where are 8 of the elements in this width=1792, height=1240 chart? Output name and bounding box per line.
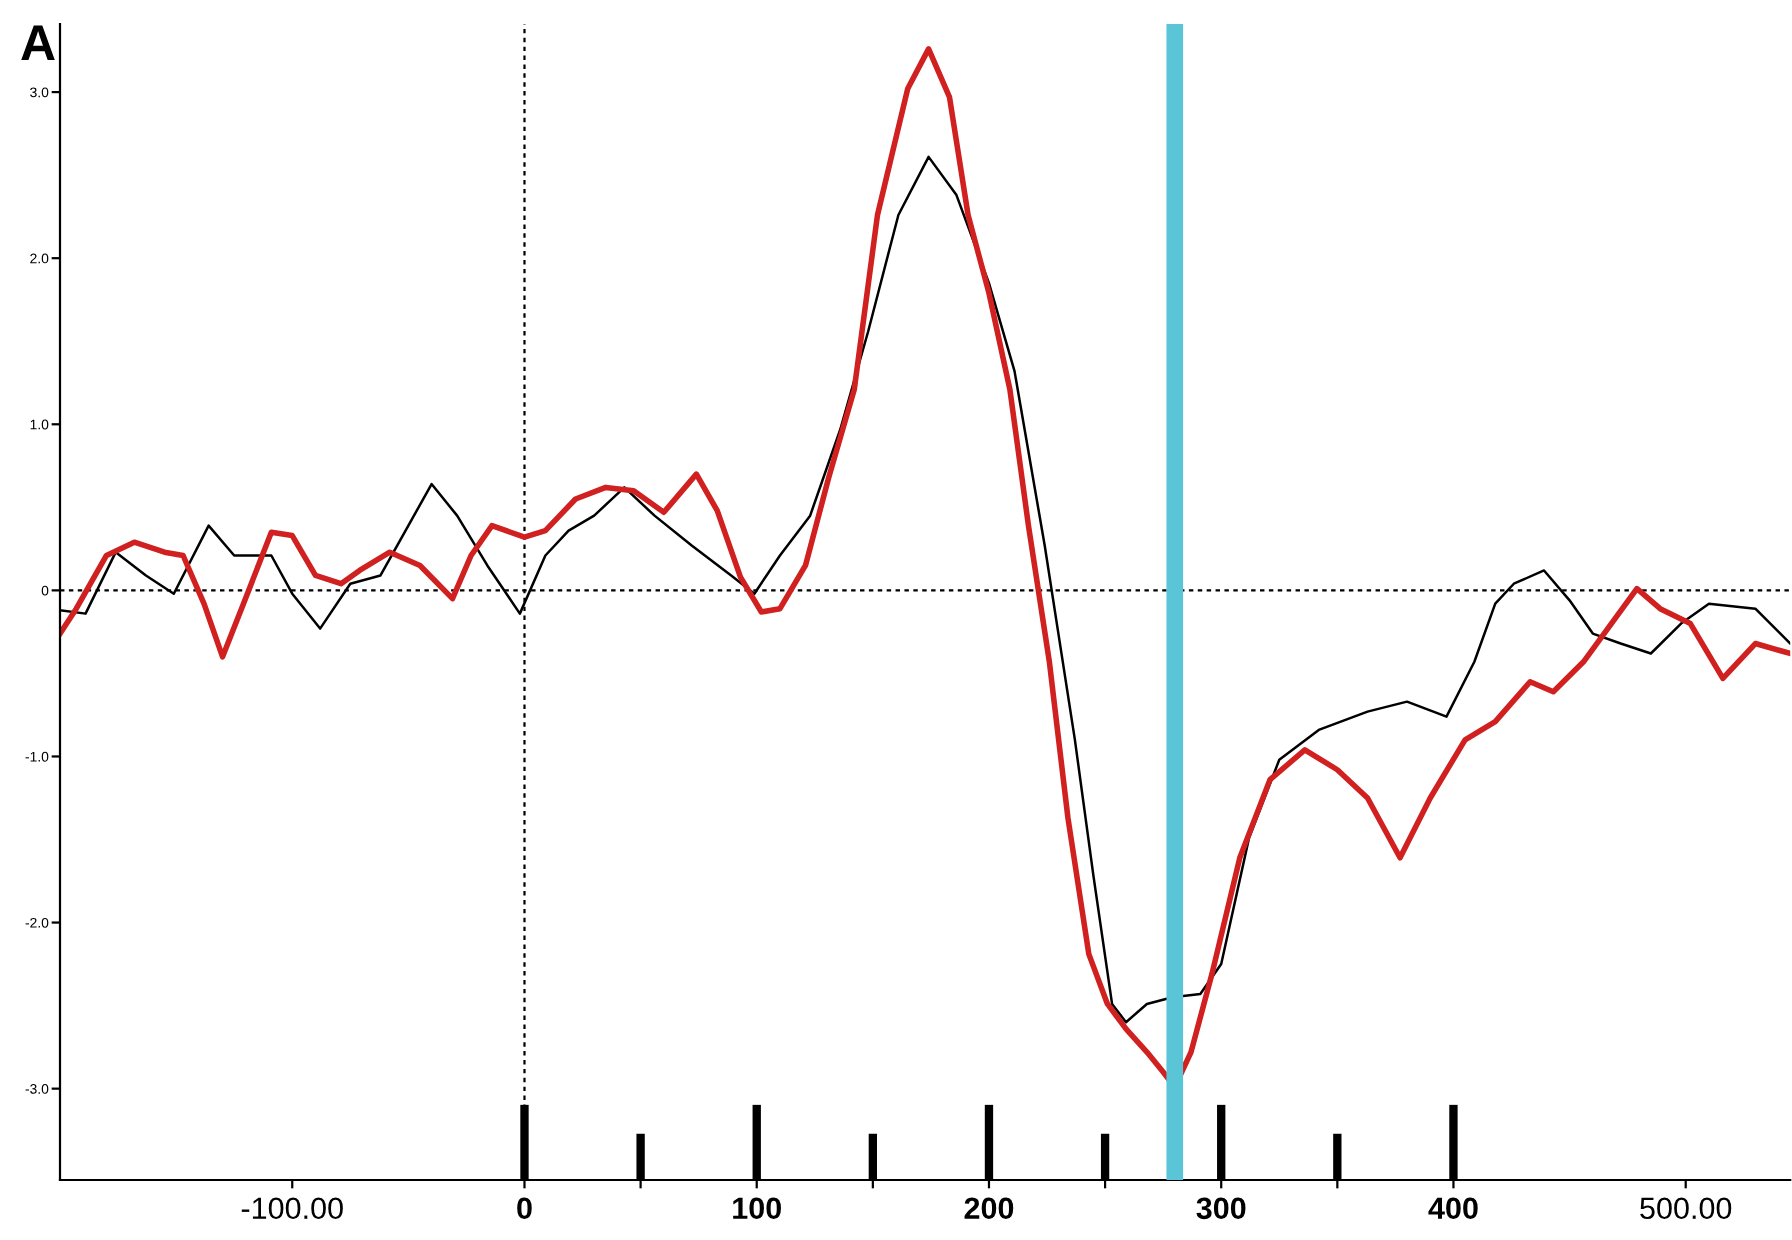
x-tick-label: 0 (517, 1197, 532, 1220)
x-tick-label: 500.00 (1640, 1197, 1732, 1220)
x-tick-label: 400 (1428, 1197, 1478, 1220)
x-tick-label: -100.00 (241, 1197, 343, 1220)
x-tick-label: 100 (733, 1197, 781, 1220)
x-tick-label: 200 (964, 1197, 1014, 1220)
text: A (21, 25, 55, 60)
x-tick-label: 300 (1196, 1197, 1246, 1220)
